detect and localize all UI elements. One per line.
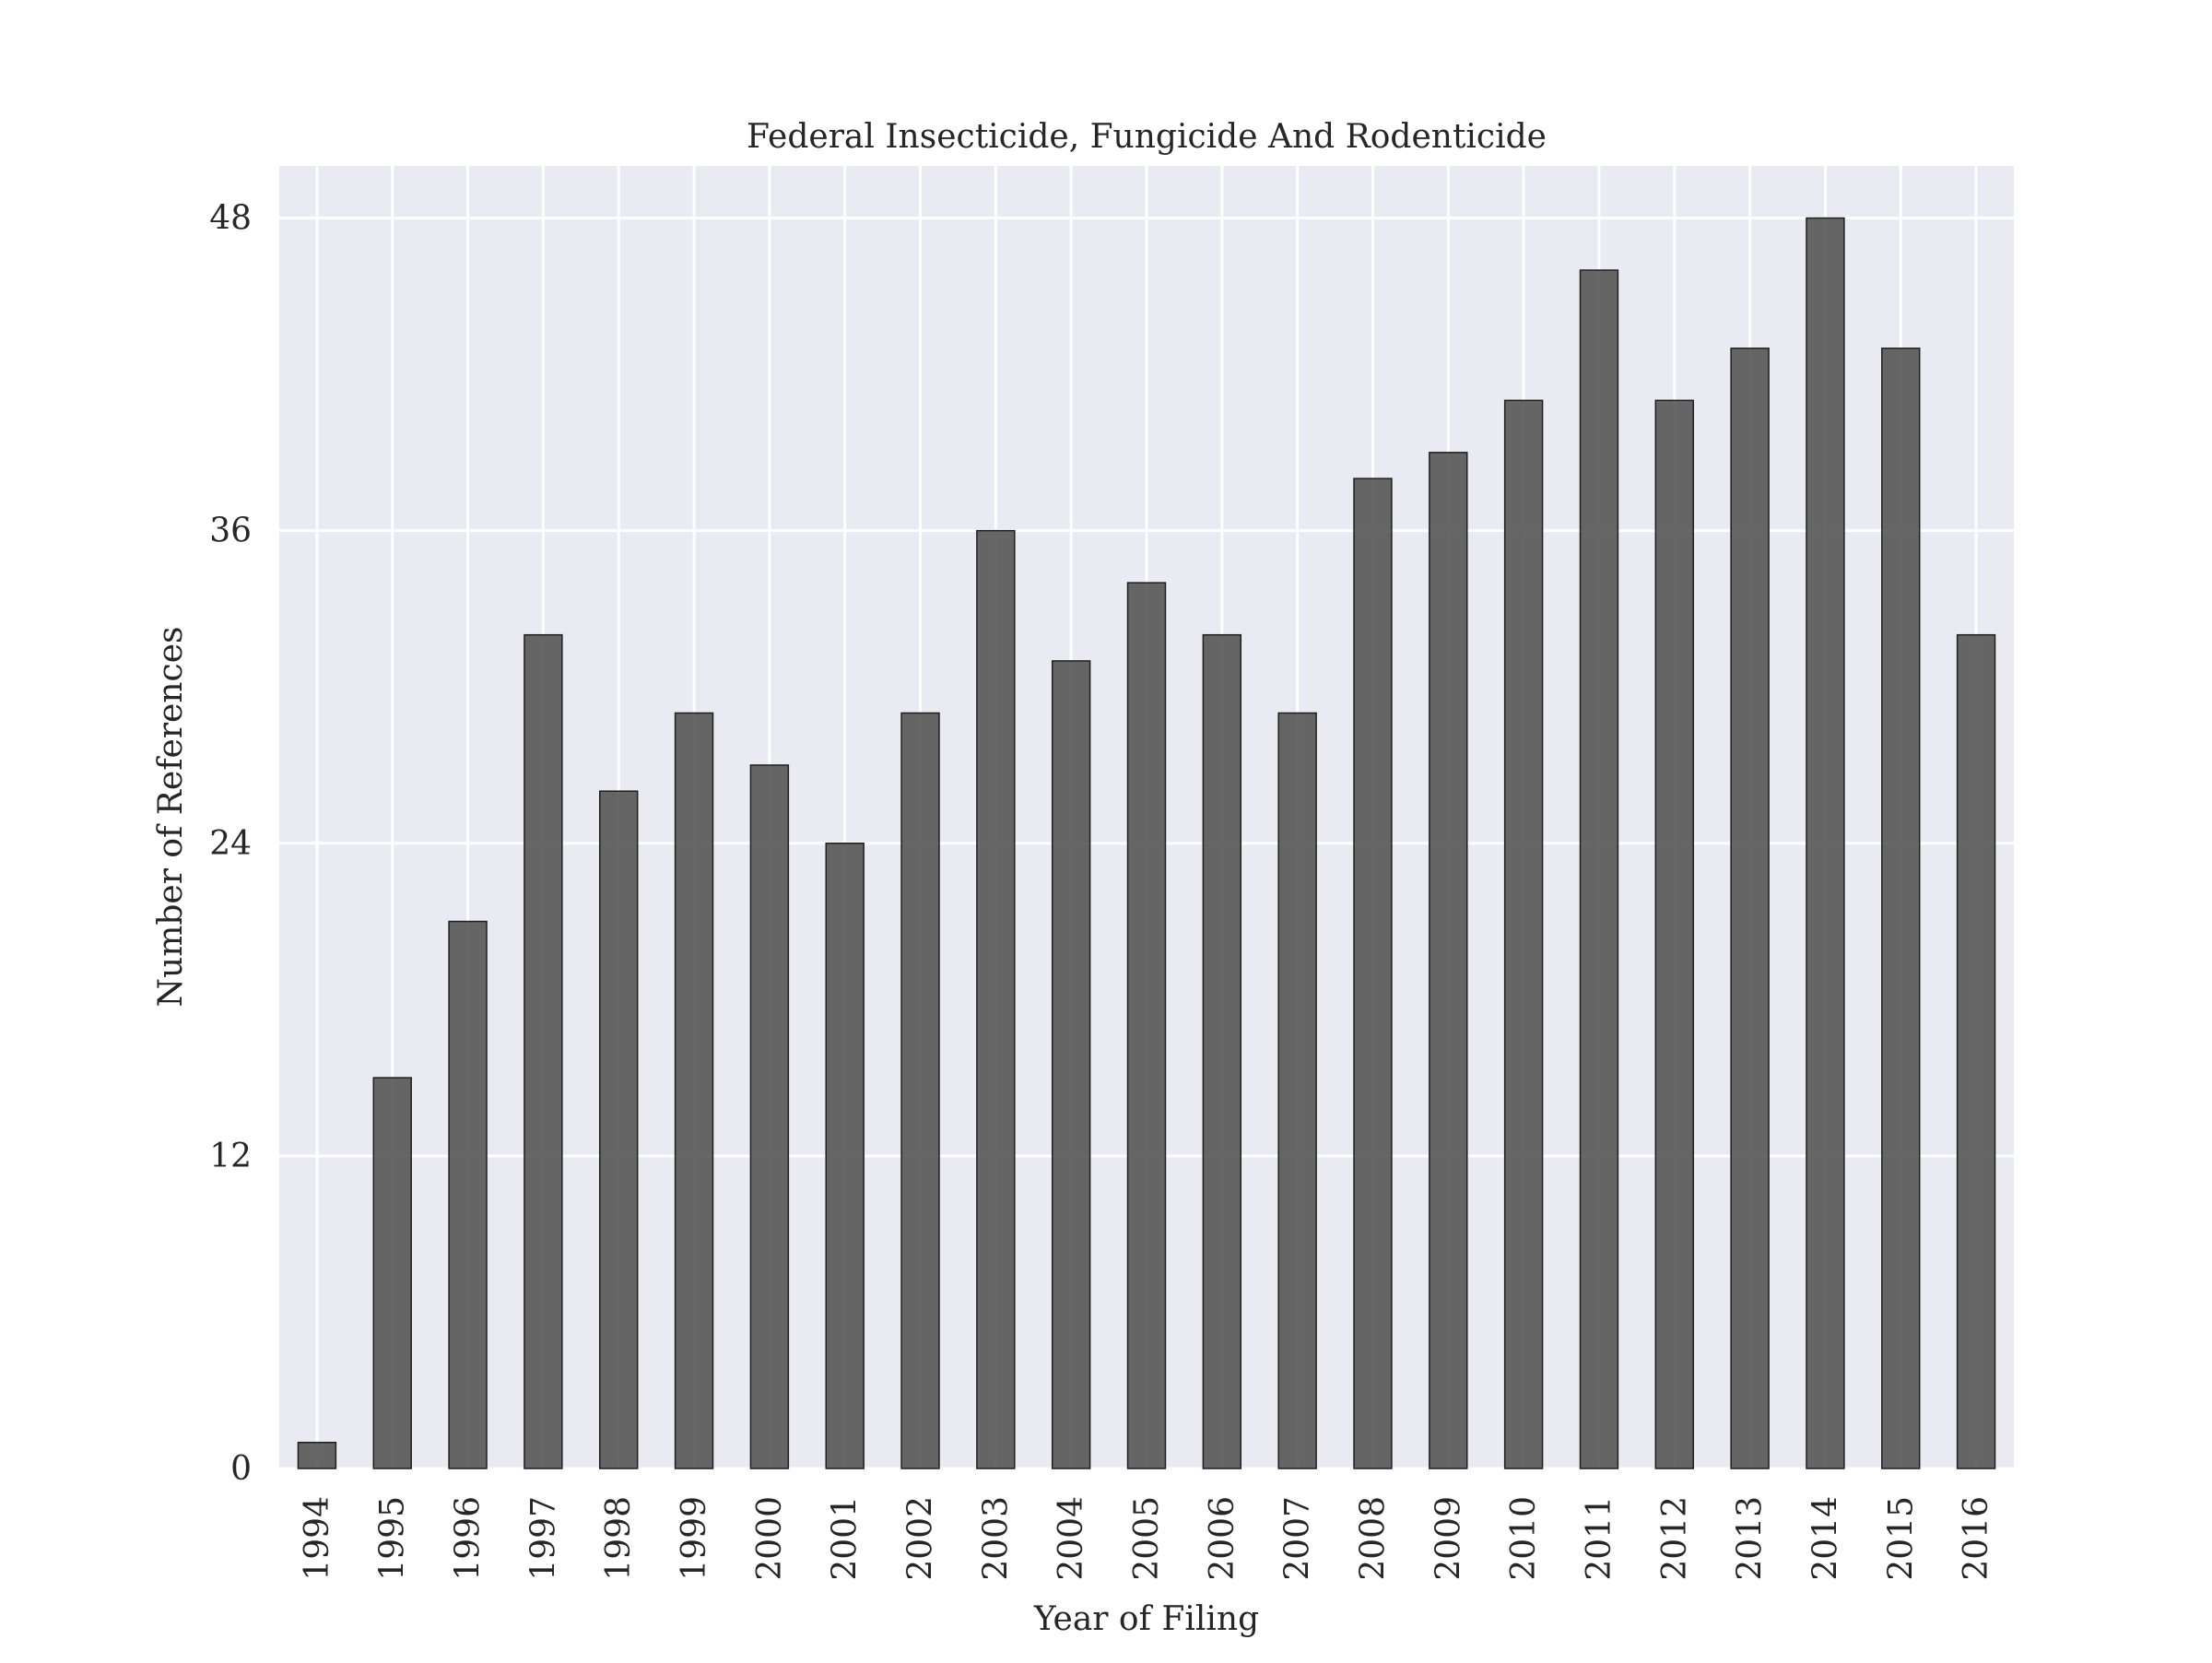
x-tick-label: 2006 xyxy=(1204,1496,1241,1581)
y-axis-label: Number of References xyxy=(152,627,190,1008)
x-tick-label: 1998 xyxy=(600,1496,638,1581)
bar-2016 xyxy=(1956,633,1996,1469)
bar-2012 xyxy=(1654,399,1694,1469)
y-tick-label: 48 xyxy=(209,200,252,238)
x-tick-label: 1995 xyxy=(374,1496,412,1581)
y-tick-label: 12 xyxy=(209,1138,252,1175)
x-tick-label: 2010 xyxy=(1505,1496,1543,1581)
bar-2014 xyxy=(1806,217,1845,1469)
x-tick-label: 1994 xyxy=(299,1496,336,1581)
bar-2002 xyxy=(900,712,940,1469)
bar-2000 xyxy=(749,764,790,1469)
x-tick-label: 2002 xyxy=(902,1496,940,1581)
x-tick-label: 2000 xyxy=(751,1496,789,1581)
bars xyxy=(297,217,1996,1469)
bar-1999 xyxy=(674,712,714,1469)
bar-1996 xyxy=(448,920,488,1469)
x-axis-label: Year of Filing xyxy=(1033,1600,1259,1638)
x-tick-label: 2009 xyxy=(1430,1496,1467,1581)
x-tick-label: 2015 xyxy=(1882,1496,1920,1581)
y-tick-label: 0 xyxy=(230,1450,252,1488)
bar-1997 xyxy=(524,633,563,1469)
y-tick-label: 36 xyxy=(209,513,252,550)
bar-2008 xyxy=(1353,478,1393,1469)
x-tick-label: 1999 xyxy=(676,1496,713,1581)
bar-1998 xyxy=(599,790,639,1469)
bar-1995 xyxy=(372,1077,412,1469)
x-tick-label: 2005 xyxy=(1128,1496,1166,1581)
x-tick-label: 2004 xyxy=(1053,1496,1090,1581)
bar-2005 xyxy=(1126,582,1167,1469)
bar-2006 xyxy=(1202,633,1242,1469)
bar-2015 xyxy=(1881,348,1921,1469)
bar-2010 xyxy=(1503,399,1544,1469)
x-tick-label: 1997 xyxy=(524,1496,562,1581)
x-tick-label: 2016 xyxy=(1958,1496,1995,1581)
bar-2001 xyxy=(825,843,865,1469)
x-tick-label: 2008 xyxy=(1354,1496,1392,1581)
x-tick-label: 2007 xyxy=(1279,1496,1317,1581)
x-tick-label: 2014 xyxy=(1806,1496,1844,1581)
x-tick-label: 2001 xyxy=(827,1496,865,1581)
y-axis-ticks: 0 12 24 36 48 xyxy=(209,200,252,1488)
x-axis-ticks: 1994 1995 1996 1997 1998 1999 2000 2001 2002 2003… xyxy=(299,1496,1995,1581)
x-tick-label: 2013 xyxy=(1732,1496,1770,1581)
bar-2013 xyxy=(1730,348,1770,1469)
x-tick-label: 2011 xyxy=(1581,1496,1618,1581)
bar-2011 xyxy=(1579,269,1619,1469)
x-tick-label: 1996 xyxy=(450,1496,488,1581)
chart-title: Federal Insecticide, Fungicide And Roden… xyxy=(747,118,1547,156)
bar-1994 xyxy=(297,1441,337,1469)
y-tick-label: 24 xyxy=(209,825,252,863)
bar-2009 xyxy=(1429,452,1468,1469)
bar-2004 xyxy=(1051,660,1091,1469)
bar-2003 xyxy=(976,529,1016,1469)
bar-2007 xyxy=(1277,712,1317,1469)
x-tick-label: 2003 xyxy=(977,1496,1015,1581)
x-tick-label: 2012 xyxy=(1656,1496,1694,1581)
